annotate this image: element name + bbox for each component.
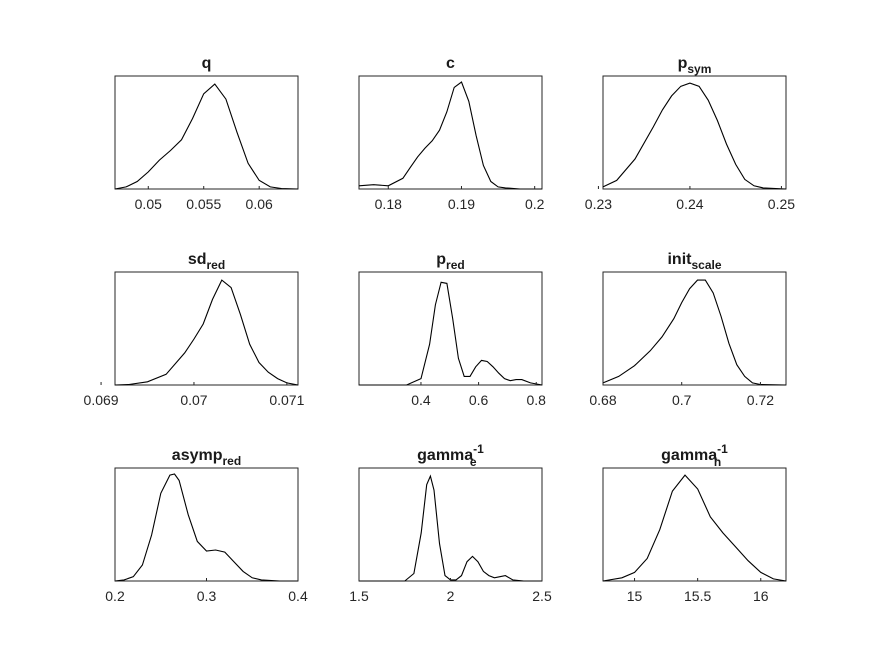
axes-box [602,467,787,582]
x-tick-label: 0.3 [197,588,217,604]
x-tick-label: 0.2 [525,196,545,212]
x-tick-label: 0.6 [469,392,489,408]
x-tick-label: 0.72 [747,392,774,408]
x-tick-label: 1.5 [349,588,369,604]
x-tick-label: 0.8 [527,392,547,408]
density-panel: 0.68 0.7 0.72 initscale [589,251,787,408]
density-panel: 0.05 0.055 0.06 q [114,55,299,212]
panel-title-main: c [446,55,455,72]
x-tick-label: 0.071 [269,392,304,408]
panel-title-main: p [436,251,446,268]
x-tick-label: 2 [447,588,455,604]
x-tick-label: 0.069 [84,392,119,408]
density-panel: 0.2 0.3 0.4 asympred [105,447,308,604]
panel-title: c [446,55,455,72]
panel-title-main: sd [188,251,207,268]
panel-title-sup: -1 [717,442,728,456]
axes-box [602,75,787,190]
panel-title-sub: red [206,258,225,272]
panel-title-main: asymp [172,447,223,464]
density-curve [602,82,787,190]
density-curve [359,281,543,386]
density-curve [358,81,542,190]
density-panel: 0.18 0.19 0.2 c [358,55,545,212]
x-tick-label: 0.25 [768,196,795,212]
x-tick-label: 16 [753,588,769,604]
axes-box [358,271,543,386]
panel-title: psym [678,55,712,76]
panel-title-main: init [667,251,692,268]
density-panel: 15 15.5 16 gamma-1 h [602,442,787,604]
density-panel: 0.4 0.6 0.8 pred [358,251,547,408]
x-tick-label: 15 [627,588,643,604]
panel-title-sub: h [714,455,721,469]
x-tick-label: 0.23 [585,196,612,212]
panel-title: asympred [172,447,241,468]
density-curve [114,473,298,582]
panel-title-sub: red [446,258,465,272]
density-curve [114,279,299,386]
x-tick-label: 0.68 [589,392,616,408]
panel-title: q [202,55,212,72]
density-curve [602,474,787,582]
panel-title-sub: red [223,454,242,468]
axes-box [114,271,299,386]
panel-title-sub: e [470,455,477,469]
panel-title-sub: sym [687,62,711,76]
density-curve [359,474,542,582]
density-curve [114,83,299,190]
panel-title: gamma-1 h [661,442,728,469]
x-tick-label: 0.07 [180,392,207,408]
x-tick-label: 0.18 [375,196,402,212]
axes-box [358,467,543,582]
panel-title-main: gamma [661,447,717,464]
axes-box [358,75,543,190]
panel-title-sup: -1 [473,442,484,456]
x-tick-label: 2.5 [532,588,552,604]
panel-title-main: gamma [417,447,473,464]
panel-title: initscale [667,251,721,272]
density-panel: 1.5 2 2.5 gamma-1 e [349,442,552,604]
panel-title: gamma-1 e [417,442,484,469]
density-panel: 0.23 0.24 0.25 psym [585,55,795,212]
density-panel: 0.069 0.07 0.071 sdred [84,251,305,408]
x-tick-label: 0.055 [186,196,221,212]
axes-box [114,467,299,582]
x-tick-label: 15.5 [684,588,711,604]
axes-box [114,75,299,190]
panel-title-main: p [678,55,688,72]
panel-title-sub: scale [691,258,721,272]
x-tick-label: 0.05 [135,196,162,212]
panel-title-main: q [202,55,212,72]
panel-title: pred [436,251,464,272]
density-curve [602,279,787,386]
x-tick-label: 0.2 [105,588,125,604]
x-tick-label: 0.19 [448,196,475,212]
x-tick-label: 0.7 [672,392,692,408]
x-tick-label: 0.4 [411,392,431,408]
x-tick-label: 0.4 [288,588,308,604]
x-tick-label: 0.06 [246,196,273,212]
x-tick-label: 0.24 [676,196,703,212]
panel-title: sdred [188,251,225,272]
